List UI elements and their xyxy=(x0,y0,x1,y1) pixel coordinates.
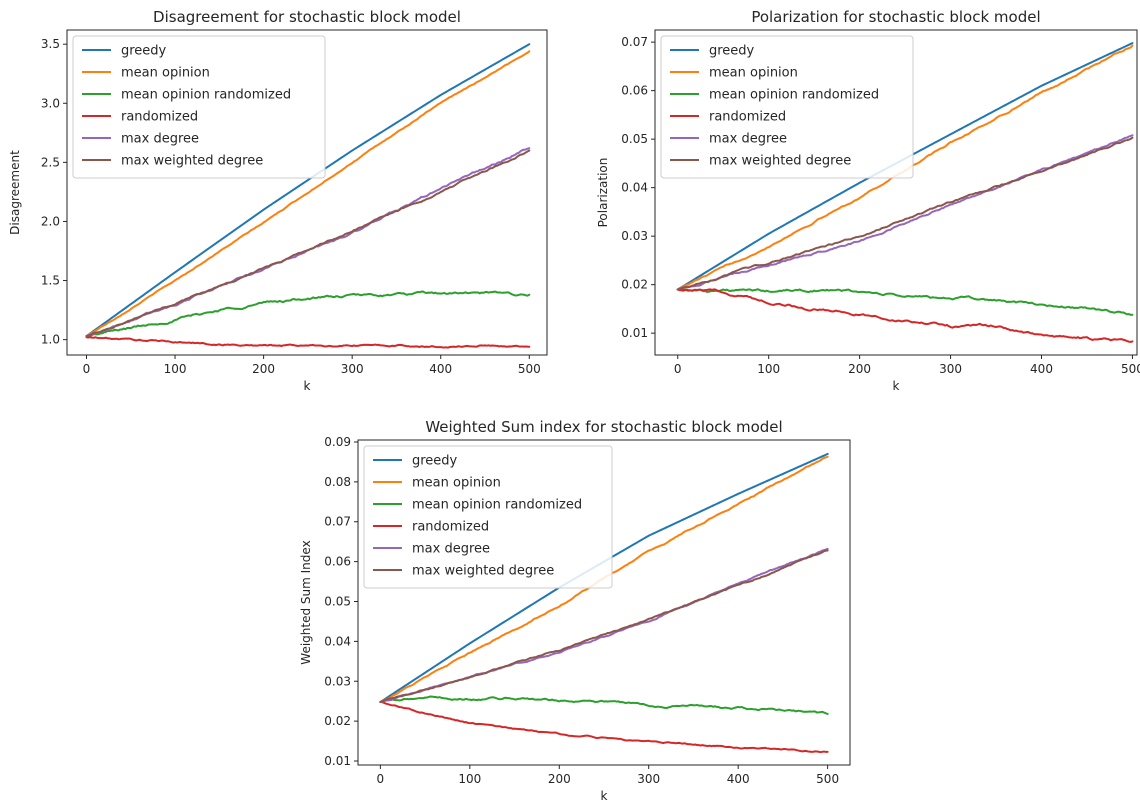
legend: greedy mean opinion mean opinion randomize… xyxy=(660,35,914,179)
y-axis-label: Weighted Sum Index xyxy=(299,540,313,664)
x-tick-label: 400 xyxy=(429,362,452,376)
chart-1: Disagreement for stochastic block model 0… xyxy=(8,8,548,393)
x-tick-label: 400 xyxy=(727,772,750,786)
series-line-randomized xyxy=(676,288,1134,343)
plot-area xyxy=(85,43,531,349)
series-line-greedy xyxy=(85,43,531,338)
x-tick-label: 400 xyxy=(1030,362,1053,376)
y-tick-label: 0.04 xyxy=(621,181,648,195)
y-tick-label: 1.5 xyxy=(41,274,60,288)
legend-entry-randomized: randomized xyxy=(709,110,786,125)
legend-entry-max-weighted-degree: max weighted degree xyxy=(412,564,554,579)
legend-entry-max-weighted-degree: max weighted degree xyxy=(709,154,851,169)
axes-frame xyxy=(66,29,548,356)
y-tick-label: 0.02 xyxy=(324,714,351,728)
y-tick-label: 0.05 xyxy=(324,595,351,609)
legend-entry-mean-opinion: mean opinion xyxy=(709,66,798,81)
x-tick-label: 100 xyxy=(458,772,481,786)
y-tick-label: 0.06 xyxy=(621,84,648,98)
x-tick-label: 100 xyxy=(164,362,187,376)
x-tick-label: 200 xyxy=(548,772,571,786)
chart-title: Disagreement for stochastic block model xyxy=(153,8,461,26)
legend-entry-mean-opinion-randomized: mean opinion randomized xyxy=(121,88,291,103)
y-tick-label: 0.08 xyxy=(324,475,351,489)
legend-entry-max-degree: max degree xyxy=(709,132,787,147)
axes-frame xyxy=(654,29,1138,356)
series-line-mean-opinion-randomized xyxy=(379,695,829,715)
legend-entry-mean-opinion-randomized: mean opinion randomized xyxy=(412,498,582,513)
x-tick-label: 200 xyxy=(252,362,275,376)
series-line-max-weighted-degree xyxy=(676,136,1134,291)
x-tick-label: 500 xyxy=(518,362,541,376)
y-axis-label: Disagreement xyxy=(8,150,22,235)
x-axis-label: k xyxy=(601,789,608,803)
x-tick-label: 500 xyxy=(816,772,839,786)
x-tick-label: 0 xyxy=(674,362,682,376)
series-line-mean-opinion-randomized xyxy=(85,290,531,338)
y-tick-label: 0.04 xyxy=(324,634,351,648)
legend-entry-greedy: greedy xyxy=(709,44,755,59)
y-tick-label: 2.5 xyxy=(41,155,60,169)
x-axis-label: k xyxy=(893,379,900,393)
legend-box xyxy=(72,35,326,179)
y-tick-label: 3.0 xyxy=(41,96,60,110)
y-tick-label: 0.01 xyxy=(621,326,648,340)
series-line-max-weighted-degree xyxy=(379,549,829,703)
legend-entry-mean-opinion: mean opinion xyxy=(121,66,210,81)
y-axis-label: Polarization xyxy=(596,158,610,228)
y-tick-label: 0.05 xyxy=(621,132,648,146)
y-tick-label: 0.02 xyxy=(621,278,648,292)
legend-entry-max-degree: max degree xyxy=(121,132,199,147)
legend-entry-max-weighted-degree: max weighted degree xyxy=(121,154,263,169)
y-tick-label: 1.0 xyxy=(41,333,60,347)
series-line-randomized xyxy=(379,700,829,754)
x-tick-label: 500 xyxy=(1121,362,1140,376)
x-tick-label: 0 xyxy=(377,772,385,786)
y-tick-label: 2.0 xyxy=(41,214,60,228)
legend-entry-max-degree: max degree xyxy=(412,542,490,557)
legend-entry-greedy: greedy xyxy=(121,44,167,59)
y-tick-label: 0.01 xyxy=(324,754,351,768)
chart-title: Weighted Sum index for stochastic block … xyxy=(425,418,782,436)
legend-box xyxy=(363,445,613,589)
y-tick-label: 0.07 xyxy=(621,35,648,49)
legend: greedy mean opinion mean opinion randomize… xyxy=(72,35,326,179)
y-tick-label: 0.03 xyxy=(621,229,648,243)
x-tick-label: 200 xyxy=(848,362,871,376)
legend-entry-randomized: randomized xyxy=(412,520,489,535)
legend-box xyxy=(660,35,914,179)
x-tick-label: 300 xyxy=(939,362,962,376)
legend: greedy mean opinion mean opinion randomize… xyxy=(363,445,613,589)
legend-entry-greedy: greedy xyxy=(412,454,458,469)
legend-entry-mean-opinion: mean opinion xyxy=(412,476,501,491)
y-tick-label: 0.09 xyxy=(324,435,351,449)
y-tick-label: 0.07 xyxy=(324,515,351,529)
legend-entry-mean-opinion-randomized: mean opinion randomized xyxy=(709,88,879,103)
legend-entry-randomized: randomized xyxy=(121,110,198,125)
series-line-mean-opinion xyxy=(85,50,531,338)
x-axis-label: k xyxy=(304,379,311,393)
y-tick-label: 3.5 xyxy=(41,37,60,51)
chart-3: Weighted Sum index for stochastic block … xyxy=(299,418,851,803)
axes-frame xyxy=(357,439,851,766)
x-tick-label: 0 xyxy=(83,362,91,376)
chart-title: Polarization for stochastic block model xyxy=(751,8,1040,26)
x-tick-label: 300 xyxy=(637,772,660,786)
chart-2: Polarization for stochastic block model 0… xyxy=(596,8,1140,393)
series-line-mean-opinion-randomized xyxy=(676,288,1134,316)
series-line-max-weighted-degree xyxy=(85,149,531,338)
y-tick-label: 0.06 xyxy=(324,555,351,569)
x-tick-label: 300 xyxy=(341,362,364,376)
y-tick-label: 0.03 xyxy=(324,674,351,688)
x-tick-label: 100 xyxy=(757,362,780,376)
series-line-randomized xyxy=(85,336,531,349)
